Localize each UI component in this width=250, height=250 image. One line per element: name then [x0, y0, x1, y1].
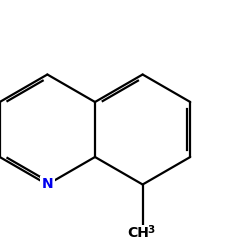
Text: CH: CH: [128, 226, 150, 240]
Text: N: N: [42, 178, 53, 192]
Text: 3: 3: [147, 225, 154, 235]
